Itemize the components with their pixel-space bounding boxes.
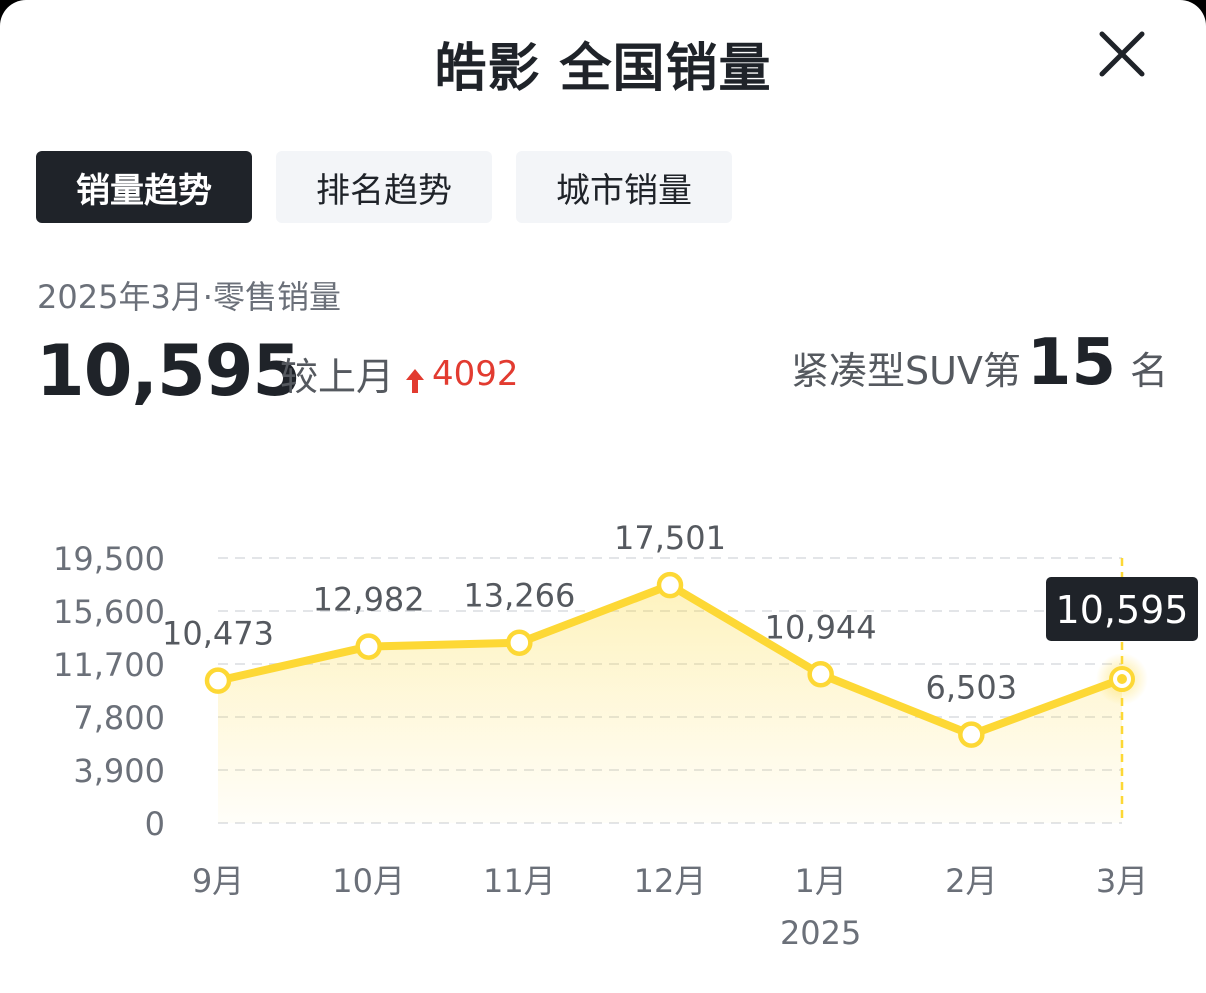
y-tick-label: 11,700 [53, 646, 165, 684]
y-tick-label: 15,600 [53, 593, 165, 631]
sales-value: 10,595 [36, 330, 301, 412]
year-label: 2025 [780, 914, 861, 952]
rank-number: 15 [1026, 326, 1116, 400]
data-point[interactable] [355, 633, 382, 660]
x-tick-label: 10月 [332, 862, 405, 900]
data-label: 13,266 [463, 577, 575, 615]
data-label: 17,501 [614, 519, 726, 557]
x-tick-label: 2月 [945, 862, 997, 900]
data-point[interactable] [506, 629, 533, 656]
data-label: 10,944 [765, 608, 877, 646]
y-tick-label: 7,800 [73, 699, 165, 737]
close-icon [1099, 31, 1145, 77]
rank-prefix: 紧凑型SUV第 [790, 349, 1021, 393]
data-label: 10,473 [162, 615, 274, 653]
tab-city-sales[interactable]: 城市销量 [516, 151, 732, 223]
tab-rank-trend[interactable]: 排名趋势 [276, 151, 492, 223]
period-label: 2025年3月·零售销量 [37, 278, 341, 316]
x-tick-label: 9月 [192, 862, 244, 900]
data-point[interactable] [958, 721, 985, 748]
x-tick-label: 1月 [794, 862, 846, 900]
month-compare: 较上月 4092 [280, 346, 519, 401]
x-tick-label: 12月 [634, 862, 707, 900]
tooltip-value: 10,595 [1056, 588, 1189, 632]
page-title: 皓影 全国销量 [434, 39, 772, 99]
x-tick-label: 3月 [1096, 862, 1148, 900]
compare-label: 较上月 [280, 355, 395, 399]
delta-value: 4092 [432, 353, 519, 394]
series-area [218, 585, 1122, 823]
data-point[interactable] [807, 661, 834, 688]
sales-line-chart: 10,473 12,982 13,266 17,501 10,944 6,503 10,59… [0, 500, 1206, 970]
data-label: 6,503 [926, 669, 1018, 707]
data-point[interactable] [204, 667, 232, 694]
close-button[interactable] [1094, 26, 1150, 82]
data-point-core [1117, 674, 1127, 685]
x-tick-label: 11月 [483, 862, 556, 900]
data-label: 12,982 [313, 581, 425, 619]
y-tick-label: 19,500 [53, 540, 165, 578]
y-tick-label: 3,900 [73, 752, 165, 790]
y-tick-label: 0 [145, 805, 165, 843]
arrow-up-icon [404, 360, 426, 393]
category-rank: 紧凑型SUV第 15 名 [791, 326, 1168, 400]
chart-svg: 10,473 12,982 13,266 17,501 10,944 6,503 10,59… [53, 519, 1198, 952]
data-point[interactable] [656, 571, 684, 599]
tab-sales-trend[interactable]: 销量趋势 [36, 151, 252, 223]
tooltip-box [1046, 577, 1198, 642]
rank-suffix: 名 [1129, 349, 1168, 393]
